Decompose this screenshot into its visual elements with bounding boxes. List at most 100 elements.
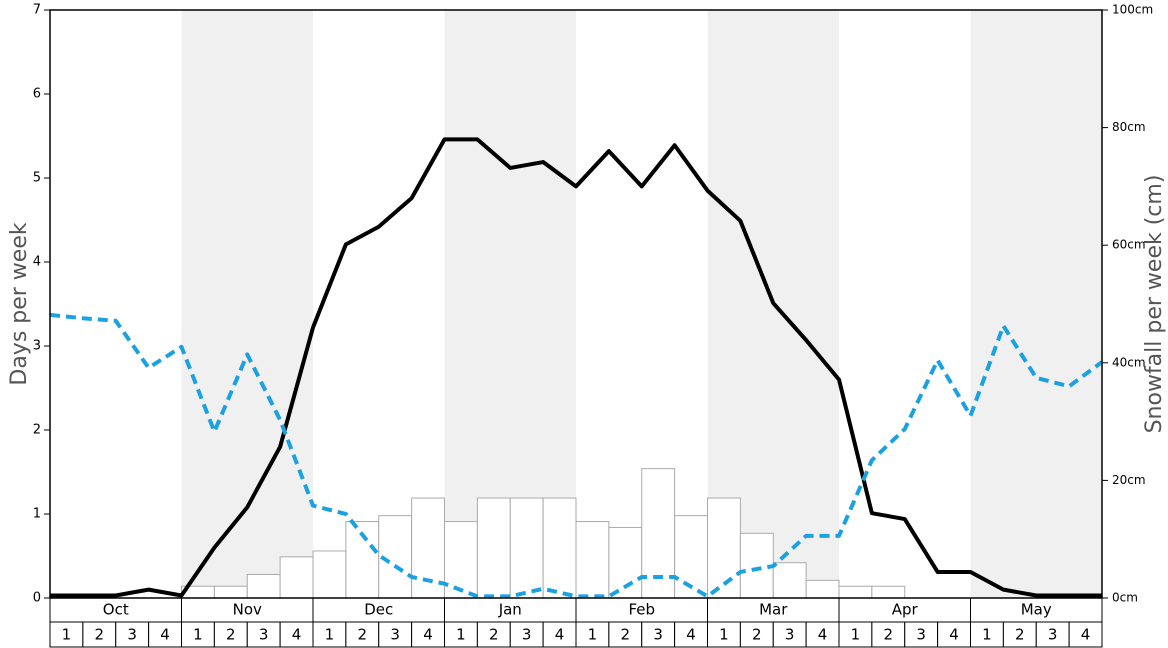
y-tick-label: 4 <box>33 255 41 270</box>
bar <box>246 573 281 599</box>
y-tick-label: 0 <box>33 591 41 606</box>
week-cell <box>49 621 84 648</box>
week-label: 2 <box>489 626 499 644</box>
month-label: Oct <box>103 601 129 619</box>
month-label: May <box>1021 601 1052 619</box>
line <box>50 137 1102 598</box>
y-tick-label: 1 <box>33 507 41 522</box>
week-cell <box>608 621 643 648</box>
y2-tick-label: 100cm <box>1112 3 1153 17</box>
bar <box>312 550 347 599</box>
y2-tick-label: 80cm <box>1112 120 1146 134</box>
week-label: 2 <box>752 626 762 644</box>
week-label: 2 <box>884 626 894 644</box>
y-tick-label: 6 <box>33 87 41 102</box>
week-cell <box>641 621 676 648</box>
week-label: 3 <box>916 626 926 644</box>
week-label: 2 <box>1015 626 1025 644</box>
bar <box>444 521 478 599</box>
week-label: 3 <box>390 626 400 644</box>
week-label: 4 <box>686 626 696 644</box>
y-tick-label: 7 <box>33 3 41 18</box>
week-label: 4 <box>160 626 170 644</box>
y2-tick-label: 60cm <box>1112 238 1146 252</box>
week-cell <box>838 621 873 648</box>
week-cell <box>1002 621 1037 648</box>
y2-axis-label: Snowfall per week (cm) <box>1142 175 1167 434</box>
week-label: 1 <box>588 626 598 644</box>
bar <box>707 497 741 599</box>
month-cell <box>49 597 182 623</box>
week-cell <box>805 621 840 648</box>
month-label: Apr <box>892 601 919 619</box>
week-label: 2 <box>226 626 236 644</box>
week-label: 4 <box>818 626 828 644</box>
week-cell <box>345 621 380 648</box>
week-label: 3 <box>259 626 269 644</box>
y2-tick-label: 0cm <box>1112 591 1138 605</box>
week-label: 1 <box>193 626 203 644</box>
week-cell <box>904 621 939 648</box>
week-cell <box>707 621 741 648</box>
week-cell <box>246 621 281 648</box>
bar <box>772 562 807 599</box>
week-cell <box>411 621 445 648</box>
week-label: 4 <box>949 626 959 644</box>
week-label: 3 <box>127 626 137 644</box>
week-label: 1 <box>62 626 72 644</box>
bar <box>674 515 708 599</box>
line <box>49 312 1104 599</box>
week-cell <box>739 621 774 648</box>
week-label: 4 <box>423 626 433 644</box>
y2-tick-label: 40cm <box>1112 355 1146 369</box>
month-band <box>181 10 313 598</box>
week-label: 4 <box>555 626 565 644</box>
month-label: Feb <box>628 601 655 619</box>
week-cell <box>181 621 215 648</box>
week-cell <box>1068 621 1103 648</box>
week-cell <box>937 621 971 648</box>
month-label: Mar <box>759 601 788 619</box>
y2-tick-label: 20cm <box>1112 473 1146 487</box>
week-label: 1 <box>851 626 861 644</box>
bar <box>542 497 577 599</box>
week-cell <box>279 621 314 648</box>
month-label: Nov <box>233 601 262 619</box>
week-label: 4 <box>1081 626 1091 644</box>
week-label: 1 <box>719 626 729 644</box>
y-axis-label: Days per week <box>7 222 32 385</box>
month-label: Dec <box>364 601 393 619</box>
month-cell <box>838 597 971 623</box>
month-cell <box>970 597 1103 623</box>
plot-frame <box>49 9 1103 599</box>
week-label: 1 <box>325 626 335 644</box>
week-label: 1 <box>456 626 466 644</box>
week-cell <box>970 621 1004 648</box>
week-cell <box>312 621 347 648</box>
week-label: 2 <box>621 626 631 644</box>
y-tick-label: 3 <box>33 339 41 354</box>
week-label: 3 <box>522 626 532 644</box>
bar <box>279 556 314 599</box>
week-label: 1 <box>982 626 992 644</box>
week-cell <box>213 621 248 648</box>
bar <box>509 497 544 599</box>
week-label: 2 <box>358 626 368 644</box>
week-cell <box>115 621 150 648</box>
bar <box>213 585 248 599</box>
bar <box>805 579 840 599</box>
bar <box>838 585 873 599</box>
week-label: 2 <box>95 626 105 644</box>
y-tick-label: 2 <box>33 423 41 438</box>
week-label: 3 <box>785 626 795 644</box>
month-label: Jan <box>498 601 522 619</box>
week-label: 3 <box>653 626 663 644</box>
month-band <box>970 10 1102 598</box>
bar <box>575 521 610 599</box>
week-cell <box>444 621 478 648</box>
month-bands <box>181 10 1102 598</box>
week-cell <box>772 621 807 648</box>
week-cell <box>542 621 577 648</box>
week-label: 4 <box>292 626 302 644</box>
